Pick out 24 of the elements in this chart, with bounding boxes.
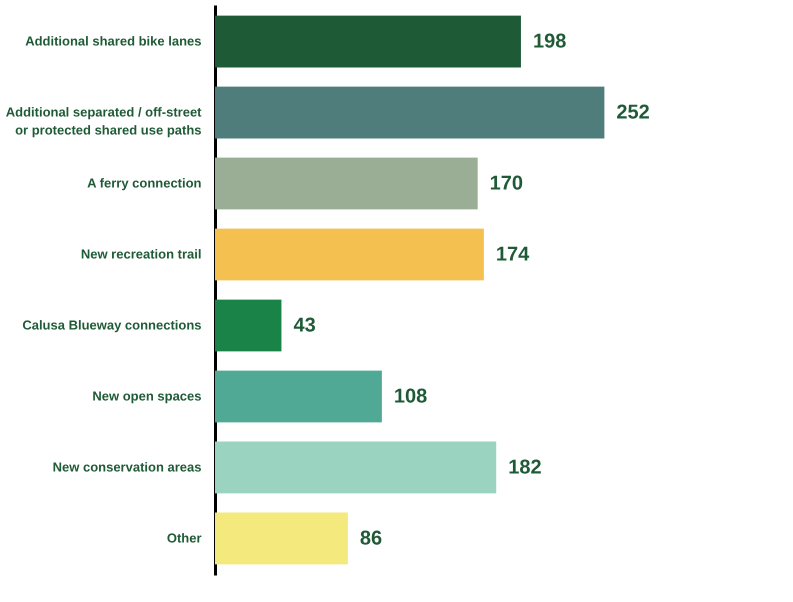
y-tick-label: Calusa Blueway connections [22, 317, 202, 332]
y-tick-label: New open spaces [92, 388, 202, 404]
bar [215, 442, 496, 494]
data-label: 182 [508, 456, 542, 478]
data-label: 108 [394, 385, 428, 408]
y-tick-label: Other [166, 530, 202, 546]
bar [215, 158, 478, 210]
data-label: 43 [293, 314, 316, 336]
data-label: 174 [496, 244, 530, 266]
bar [215, 228, 484, 280]
y-tick-label: New conservation areas [52, 459, 202, 474]
y-tick-label: New recreation trail [80, 246, 202, 262]
data-label: 86 [360, 527, 382, 550]
data-label: 198 [532, 30, 566, 53]
y-tick-label: A ferry connection [87, 176, 202, 191]
bar [215, 300, 282, 352]
y-tick-label: Additional separated / off-street or protected shared use paths [6, 104, 202, 138]
bar [215, 370, 382, 422]
y-tick-label: Additional shared bike lanes [25, 34, 202, 49]
bar [215, 512, 348, 564]
bar [215, 86, 604, 138]
data-label: 252 [616, 102, 650, 124]
data-label: 170 [490, 172, 524, 195]
bar [215, 16, 521, 68]
